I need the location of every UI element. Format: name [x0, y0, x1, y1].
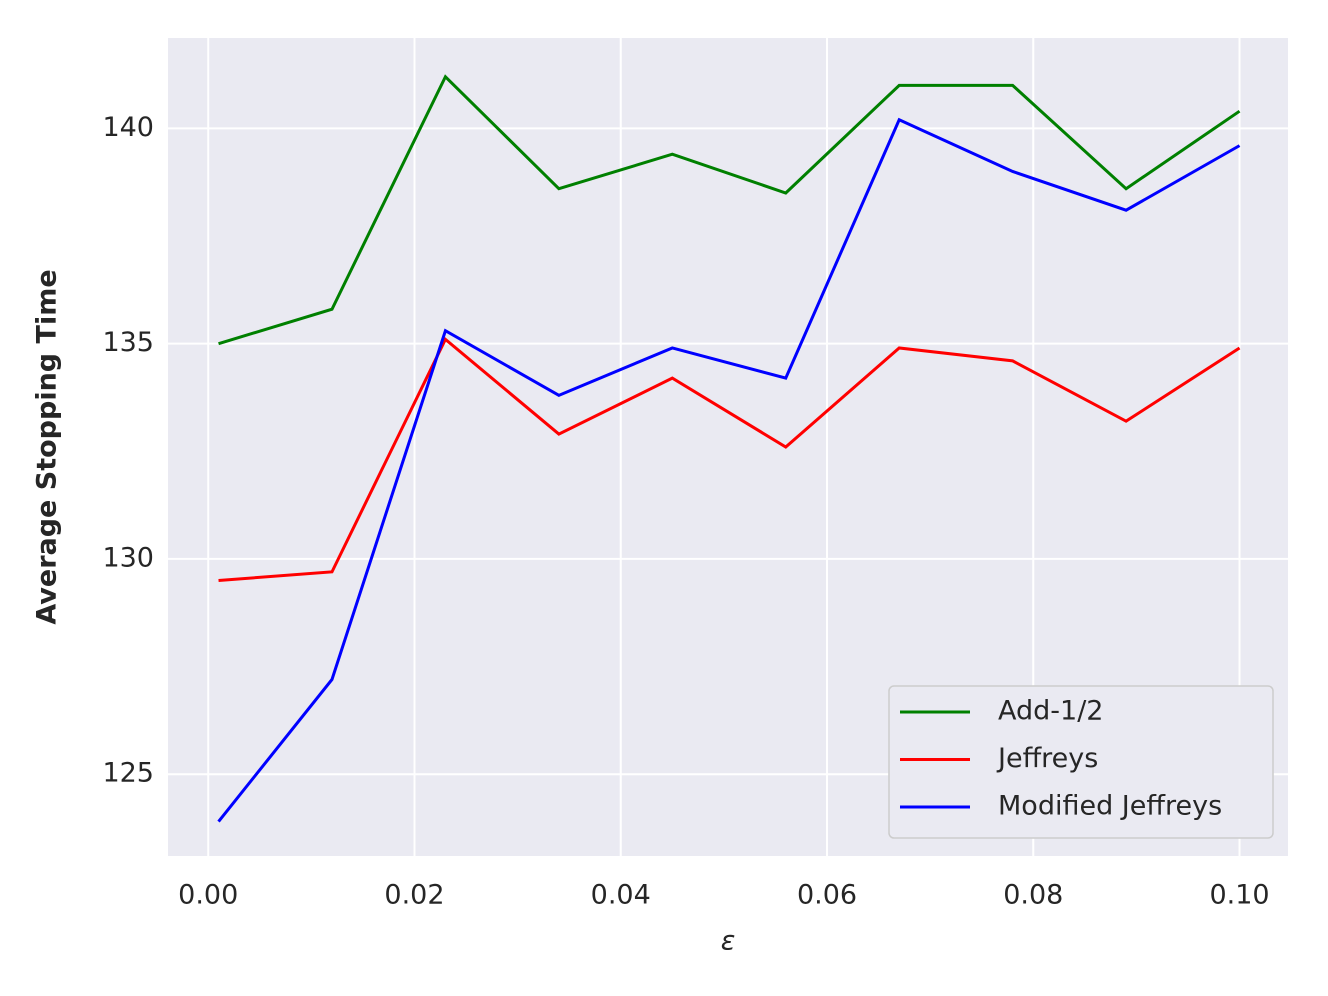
- y-tick-label: 130: [102, 542, 154, 573]
- x-tick-label: 0.10: [1209, 880, 1269, 911]
- legend-box: [888, 685, 1274, 839]
- legend-label: Add-1/2: [998, 696, 1103, 727]
- x-tick-label: 0.08: [1003, 880, 1063, 911]
- y-tick-label: 140: [102, 112, 154, 143]
- x-tick-label: 0.00: [178, 880, 238, 911]
- y-tick-label: 135: [102, 327, 154, 358]
- series-line: [217, 117, 1241, 823]
- series-line: [218, 336, 1241, 582]
- series-line: [218, 74, 1241, 346]
- legend-label: Jeffreys: [996, 743, 1098, 774]
- x-tick-label: 0.04: [591, 880, 651, 911]
- x-tick-label: 0.06: [797, 880, 857, 911]
- x-axis-label: ε: [721, 926, 736, 957]
- legend: Add-1/2 Jeffreys Modified Jeffreys: [888, 685, 1274, 839]
- y-axis-label: Average Stopping Time: [32, 269, 63, 624]
- y-tick-label: 125: [102, 758, 154, 789]
- legend-label: Modified Jeffreys: [998, 791, 1222, 822]
- x-tick-label: 0.02: [384, 880, 444, 911]
